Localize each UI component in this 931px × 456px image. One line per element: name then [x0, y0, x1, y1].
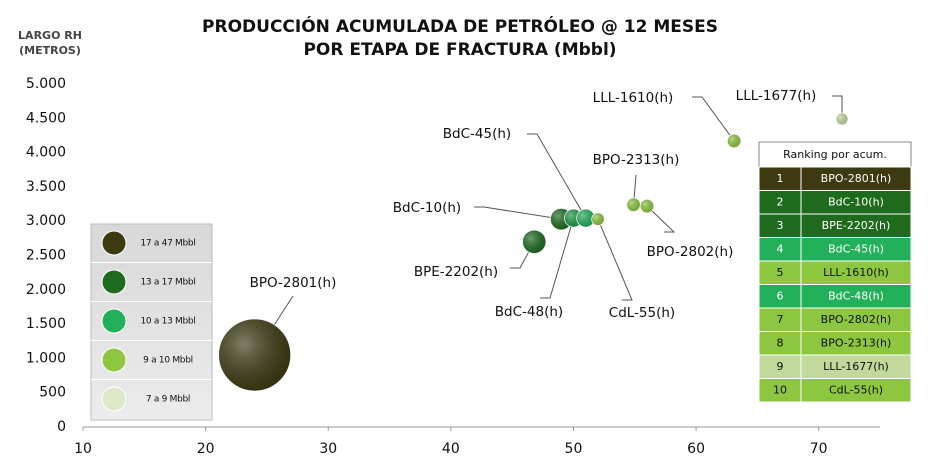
- point-label: LLL-1610(h): [593, 90, 674, 106]
- y-axis-label: LARGO RH: [18, 29, 82, 42]
- leader-line: [597, 218, 633, 301]
- x-tick-label: 70: [810, 441, 828, 456]
- bubble-shine: [836, 113, 848, 125]
- chart-title: PRODUCCIÓN ACUMULADA DE PETRÓLEO @ 12 ME…: [202, 15, 718, 37]
- x-tick-label: 30: [319, 441, 337, 456]
- y-axis-label: (METROS): [19, 44, 81, 57]
- legend-label: 9 a 10 Mbbl: [143, 356, 193, 366]
- ranking-name: BdC-48(h): [828, 289, 884, 302]
- bubble-shine: [522, 230, 546, 254]
- point-label: LLL-1677(h): [736, 88, 817, 104]
- ranking-rank: 1: [777, 172, 784, 185]
- bubble-shine: [218, 318, 291, 391]
- bubble-shine: [591, 212, 605, 226]
- leader-line: [527, 133, 587, 219]
- ranking-name: BdC-45(h): [828, 242, 884, 255]
- y-tick-label: 4.500: [26, 110, 66, 126]
- bubble-shine: [626, 197, 641, 212]
- ranking-name: BPO-2802(h): [821, 313, 892, 326]
- leader-line: [646, 205, 676, 233]
- ranking-rank: 9: [777, 360, 784, 373]
- point-label: BPO-2802(h): [647, 244, 734, 260]
- ranking-rank: 3: [777, 219, 784, 232]
- ranking-name: BPO-2801(h): [821, 172, 892, 185]
- y-tick-label: 1.000: [26, 350, 66, 366]
- ranking-name: LLL-1677(h): [823, 360, 889, 373]
- ranking-header: [758, 141, 912, 168]
- y-tick-label: 4.000: [26, 145, 66, 161]
- ranking-rank: 6: [777, 289, 784, 302]
- ranking-name: BdC-10(h): [828, 195, 884, 208]
- x-tick-label: 50: [565, 441, 583, 456]
- y-tick-label: 1.500: [26, 316, 66, 332]
- ranking-rank: 7: [777, 313, 784, 326]
- bubble-shine: [640, 199, 654, 213]
- ranking-rank: 2: [777, 195, 784, 208]
- y-tick-label: 3.000: [26, 213, 66, 229]
- leader-line: [832, 95, 843, 119]
- point-label: BdC-10(h): [393, 200, 461, 216]
- bubble-shine: [576, 209, 595, 228]
- legend-label: 10 a 13 Mbbl: [140, 317, 195, 327]
- legend-label: 17 a 47 Mbbl: [140, 239, 195, 249]
- point-label: BPE-2202(h): [414, 264, 498, 280]
- ranking-name: BPE-2202(h): [822, 219, 891, 232]
- chart-title: POR ETAPA DE FRACTURA (Mbbl): [303, 40, 616, 60]
- legend-swatch: [101, 230, 127, 256]
- x-tick-label: 20: [197, 441, 215, 456]
- y-tick-label: 2.500: [26, 248, 66, 264]
- point-label: BPO-2313(h): [593, 152, 680, 168]
- legend-swatch: [101, 386, 127, 412]
- legend-label: 13 a 17 Mbbl: [140, 278, 195, 288]
- point-label: BPO-2801(h): [250, 275, 337, 291]
- ranking-name: LLL-1610(h): [823, 266, 889, 279]
- x-tick-label: 60: [687, 441, 705, 456]
- point-label: CdL-55(h): [609, 305, 675, 321]
- ranking-name: CdL-55(h): [829, 383, 883, 396]
- bubble-shine: [727, 134, 741, 148]
- x-tick-label: 10: [74, 441, 92, 456]
- y-tick-label: 2.000: [26, 282, 66, 298]
- legend-swatch: [101, 308, 127, 334]
- ranking-rank: 10: [773, 383, 787, 396]
- ranking-rank: 8: [777, 336, 784, 349]
- x-tick-label: 40: [442, 441, 460, 456]
- ranking-rank: 5: [777, 266, 784, 279]
- legend-label: 7 a 9 Mbbl: [146, 395, 190, 405]
- ranking-row: [758, 378, 912, 403]
- y-tick-label: 500: [39, 385, 66, 401]
- leader-line: [692, 96, 735, 142]
- point-label: BdC-45(h): [443, 126, 511, 142]
- y-tick-label: 0: [57, 419, 66, 435]
- leader-line: [540, 217, 574, 299]
- legend-swatch: [101, 269, 127, 295]
- ranking-rank: 4: [777, 242, 784, 255]
- point-label: BdC-48(h): [495, 304, 563, 320]
- y-tick-label: 3.500: [26, 179, 66, 195]
- legend-swatch: [101, 347, 127, 373]
- ranking-name: BPO-2313(h): [821, 336, 892, 349]
- y-tick-label: 5.000: [26, 76, 66, 92]
- leader-line: [474, 206, 562, 220]
- ranking-title: Ranking por acum.: [783, 148, 887, 161]
